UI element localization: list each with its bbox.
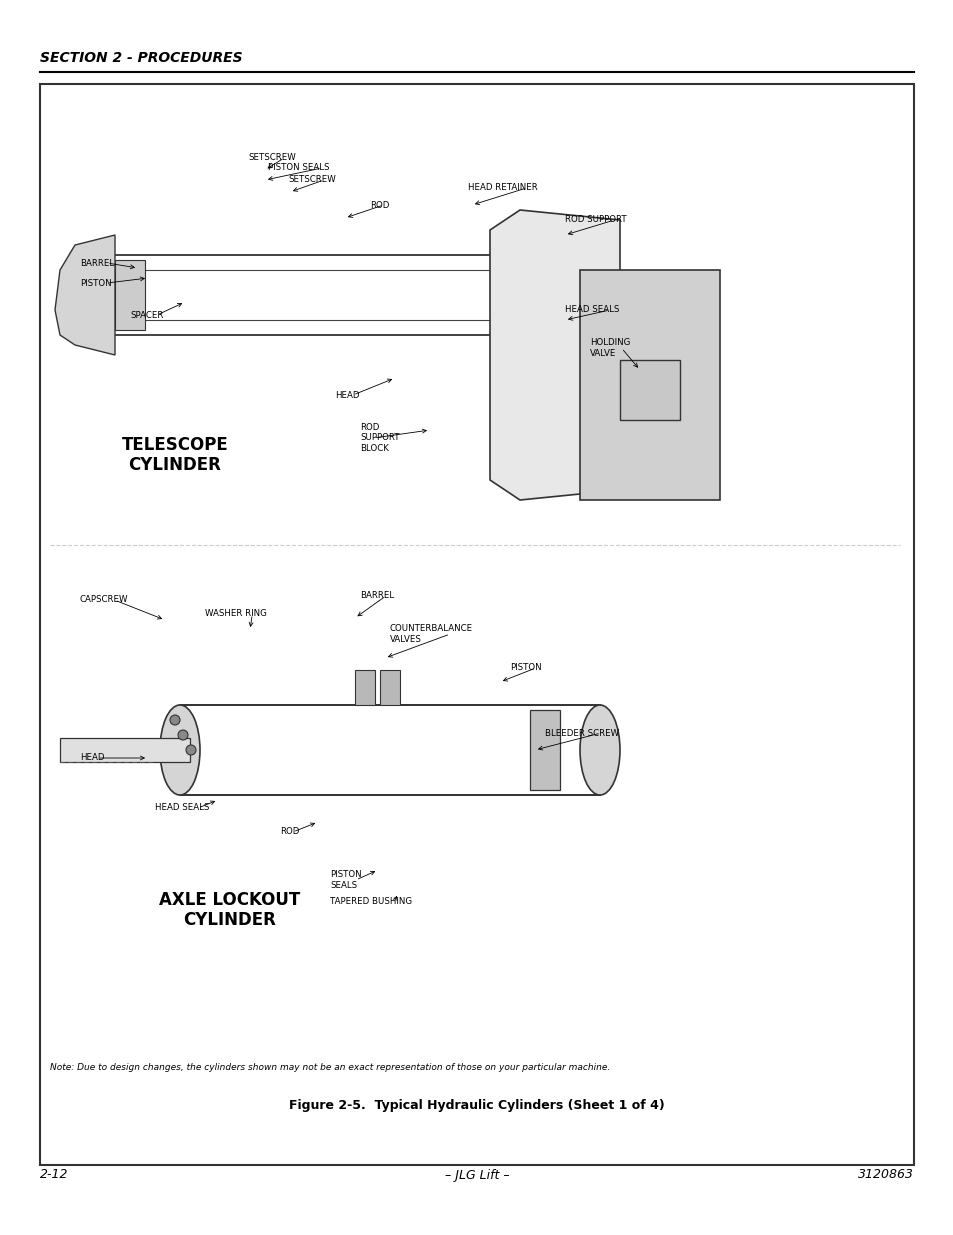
Text: ROD: ROD: [280, 827, 299, 836]
Text: – JLG Lift –: – JLG Lift –: [444, 1168, 509, 1182]
Text: CAPSCREW: CAPSCREW: [80, 595, 129, 604]
Text: HEAD: HEAD: [335, 390, 359, 399]
Text: SPACER: SPACER: [130, 310, 163, 320]
Polygon shape: [619, 359, 679, 420]
Text: HEAD SEALS: HEAD SEALS: [564, 305, 618, 315]
Text: TELESCOPE
CYLINDER: TELESCOPE CYLINDER: [121, 436, 228, 474]
Text: 3120863: 3120863: [857, 1168, 913, 1182]
Text: SETSCREW: SETSCREW: [248, 153, 295, 163]
Text: BARREL: BARREL: [359, 592, 394, 600]
Text: ROD: ROD: [370, 200, 389, 210]
Text: HOLDING
VALVE: HOLDING VALVE: [589, 338, 630, 358]
Polygon shape: [379, 671, 399, 705]
Text: HEAD: HEAD: [80, 753, 105, 762]
Text: PISTON
SEALS: PISTON SEALS: [330, 871, 361, 889]
Text: PISTON: PISTON: [510, 663, 541, 673]
Polygon shape: [60, 739, 190, 762]
Text: COUNTERBALANCE
VALVES: COUNTERBALANCE VALVES: [390, 625, 473, 643]
Bar: [40, 84, 913, 1165]
Ellipse shape: [160, 705, 200, 795]
Text: PISTON SEALS: PISTON SEALS: [268, 163, 329, 173]
Circle shape: [170, 715, 180, 725]
Polygon shape: [355, 671, 375, 705]
Text: ROD
SUPPORT
BLOCK: ROD SUPPORT BLOCK: [359, 424, 399, 453]
Polygon shape: [530, 710, 559, 790]
Text: PISTON: PISTON: [80, 279, 112, 288]
Text: BARREL: BARREL: [80, 258, 114, 268]
Text: BLEEDER SCREW: BLEEDER SCREW: [544, 729, 618, 737]
Ellipse shape: [579, 705, 619, 795]
Text: HEAD SEALS: HEAD SEALS: [154, 804, 209, 813]
Text: SECTION 2 - PROCEDURES: SECTION 2 - PROCEDURES: [40, 51, 242, 65]
Text: Note: Due to design changes, the cylinders shown may not be an exact representat: Note: Due to design changes, the cylinde…: [50, 1063, 610, 1072]
Text: 2-12: 2-12: [40, 1168, 69, 1182]
Text: TAPERED BUSHING: TAPERED BUSHING: [330, 898, 412, 906]
Text: ROD SUPPORT: ROD SUPPORT: [564, 215, 626, 225]
Text: AXLE LOCKOUT
CYLINDER: AXLE LOCKOUT CYLINDER: [159, 890, 300, 930]
Text: SETSCREW: SETSCREW: [288, 175, 335, 184]
Text: Figure 2-5.  Typical Hydraulic Cylinders (Sheet 1 of 4): Figure 2-5. Typical Hydraulic Cylinders …: [289, 1098, 664, 1112]
Polygon shape: [579, 270, 720, 500]
Polygon shape: [55, 235, 115, 354]
Circle shape: [178, 730, 188, 740]
Text: WASHER RING: WASHER RING: [205, 610, 267, 619]
Polygon shape: [490, 210, 619, 500]
Text: HEAD RETAINER: HEAD RETAINER: [468, 184, 537, 193]
Circle shape: [186, 745, 195, 755]
Polygon shape: [115, 261, 145, 330]
